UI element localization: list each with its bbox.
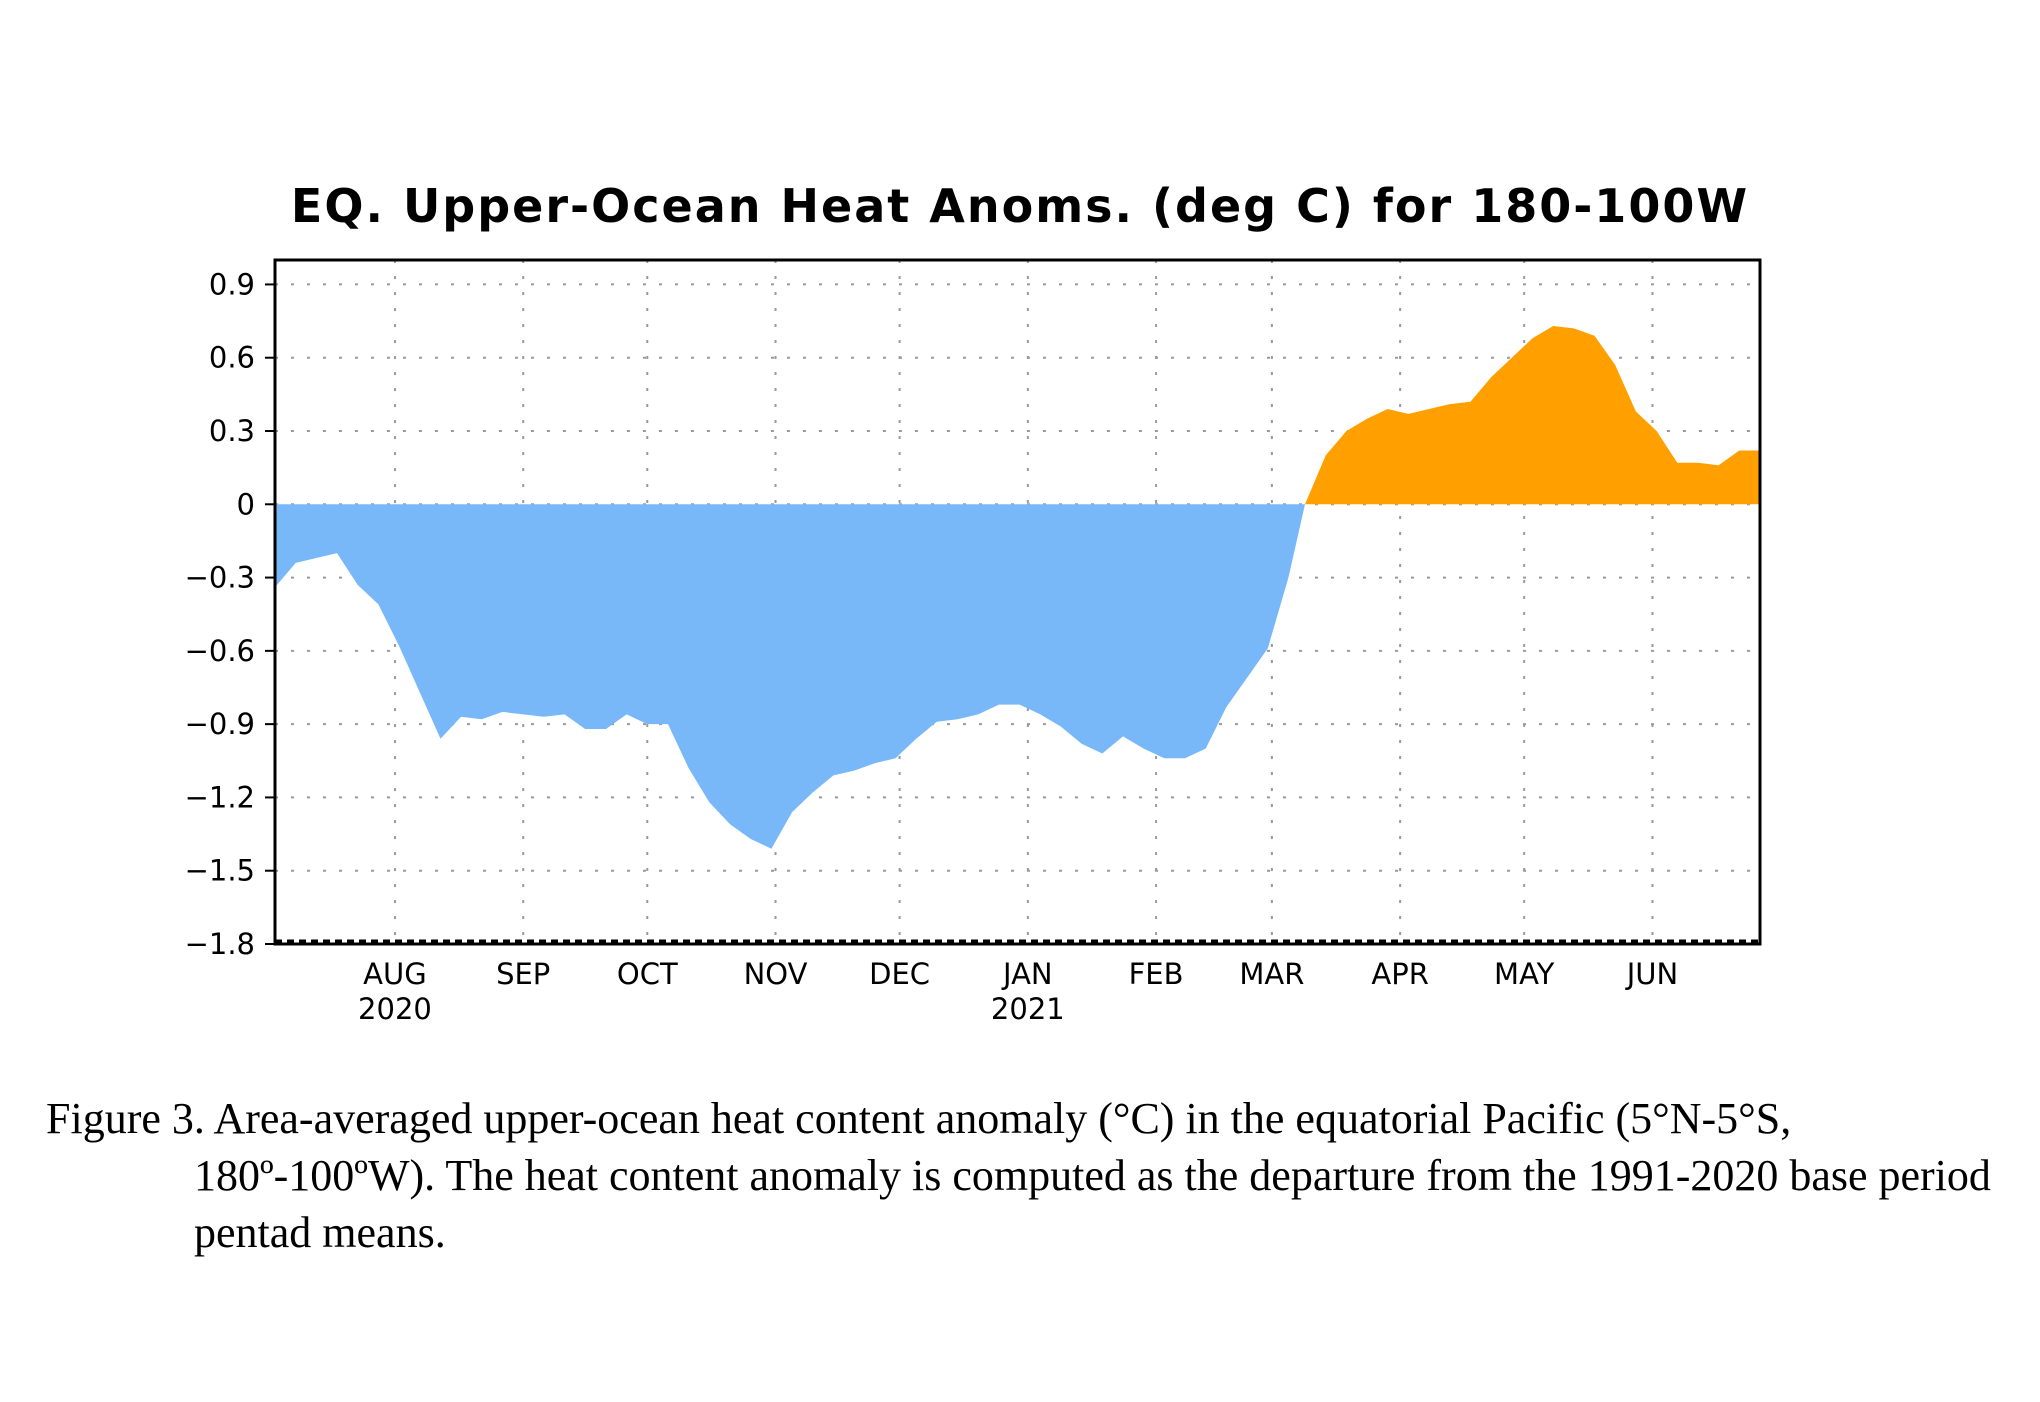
x-tick-year-label: 2021 bbox=[991, 992, 1065, 1026]
x-tick-label: AUG bbox=[363, 957, 427, 991]
y-tick-label: −1.2 bbox=[185, 780, 255, 814]
x-tick-label: DEC bbox=[869, 957, 930, 991]
x-tick-label: NOV bbox=[744, 957, 808, 991]
y-tick-label: −1.8 bbox=[185, 927, 255, 961]
chart-title: EQ. Upper-Ocean Heat Anoms. (deg C) for … bbox=[291, 179, 1749, 233]
y-axis-ticks: 0.9 0.6 0.3 0 −0.3 −0.6 −0.9 −1.2 −1.5 −1.8 bbox=[185, 267, 275, 961]
y-tick-label: −0.6 bbox=[185, 634, 255, 668]
figure-caption: Figure 3. Area-averaged upper-ocean heat… bbox=[46, 1094, 1991, 1257]
x-tick-label: JUN bbox=[1625, 957, 1678, 991]
y-tick-label: 0.3 bbox=[209, 414, 255, 448]
y-tick-label: −1.5 bbox=[185, 854, 255, 888]
y-tick-label: −0.9 bbox=[185, 707, 255, 741]
y-tick-label: 0 bbox=[237, 487, 255, 521]
heat-anomaly-chart: EQ. Upper-Ocean Heat Anoms. (deg C) for … bbox=[185, 179, 1762, 1026]
x-tick-label: MAY bbox=[1494, 957, 1555, 991]
x-tick-label: MAR bbox=[1239, 957, 1304, 991]
x-tick-label: JAN bbox=[1001, 957, 1053, 991]
y-tick-label: −0.3 bbox=[185, 561, 255, 595]
x-tick-label: SEP bbox=[496, 957, 550, 991]
axes bbox=[273, 258, 1762, 946]
y-tick-label: 0.6 bbox=[209, 341, 255, 375]
x-tick-label: OCT bbox=[617, 957, 678, 991]
x-tick-year-label: 2020 bbox=[358, 992, 432, 1026]
plot-frame bbox=[273, 258, 1762, 946]
y-tick-label: 0.9 bbox=[209, 267, 255, 301]
positive-anomaly-area bbox=[1305, 326, 1760, 505]
area-series bbox=[275, 326, 1760, 849]
negative-anomaly-area bbox=[275, 504, 1305, 849]
x-tick-label: FEB bbox=[1129, 957, 1184, 991]
x-tick-label: APR bbox=[1371, 957, 1428, 991]
